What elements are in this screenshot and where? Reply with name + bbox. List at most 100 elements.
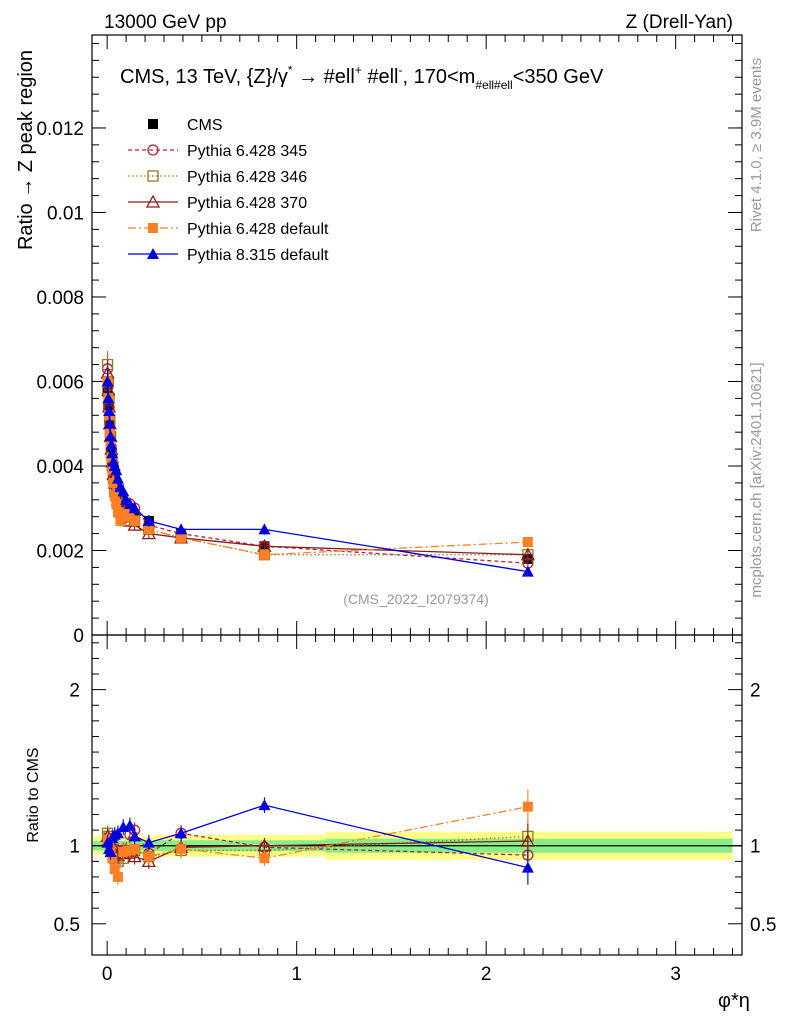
title-part-h: #ell#ell <box>475 78 512 92</box>
xtick-label: 0 <box>102 964 113 985</box>
ratio-ytick-label: 0.5 <box>54 915 80 936</box>
ratio-point-p6def <box>109 864 120 875</box>
collision-energy-label: 13000 GeV pp <box>104 12 227 33</box>
ratio-point-p6def <box>143 851 154 862</box>
point-CMS <box>522 553 533 564</box>
title-part-c: → #ell <box>293 66 355 88</box>
ratio-point-p8def <box>123 819 136 831</box>
xtick-label: 2 <box>481 964 492 985</box>
point-p8def <box>104 430 117 442</box>
process-label: Z (Drell-Yan) <box>626 12 733 33</box>
point-p6def <box>109 490 120 501</box>
ratio-point-p6def <box>118 846 129 857</box>
point-p6def <box>176 532 187 543</box>
ratio-point-p6def <box>522 801 533 812</box>
legend-marker <box>148 119 158 129</box>
ratio-point-p6def <box>112 871 123 882</box>
title-part-i: <350 GeV <box>513 66 604 88</box>
ratio-ytick-label-right: 0.5 <box>750 915 776 936</box>
main-panel: 0 0.002 0.004 0.006 0.008 0.01 0.012 CMS, 13 T… <box>15 34 743 647</box>
point-p8def <box>142 514 155 526</box>
point-p6def <box>143 524 154 535</box>
x-axis-label: φ*η <box>718 990 750 1012</box>
point-p8def <box>105 438 118 450</box>
title-part-d: + <box>355 63 362 77</box>
point-p6def <box>522 537 533 548</box>
legend-item-pythia6-370: Pythia 6.428 370 <box>128 194 307 212</box>
legend-item-pythia6-346: Pythia 6.428 346 <box>128 169 307 186</box>
ratio-point-p6def <box>107 853 118 864</box>
legend-label-pythia8-default: Pythia 8.315 default <box>187 247 329 264</box>
legend-label-cms: CMS <box>187 117 223 134</box>
main-ticks: 0 0.002 0.004 0.006 0.008 0.01 0.012 <box>36 35 742 647</box>
legend-marker <box>148 223 158 233</box>
main-ytick-label: 0.002 <box>36 541 84 562</box>
y-axis-label: Ratio → Z peak region <box>15 50 37 250</box>
xtick-label: 3 <box>670 964 681 985</box>
main-ytick-label: 0 <box>73 626 84 647</box>
ratio-ytick-label: 1 <box>69 837 80 858</box>
legend-label-pythia6-default: Pythia 6.428 default <box>187 221 329 238</box>
ratio-ytick-label-right: 2 <box>750 681 761 702</box>
legend-symbol-pythia8-default <box>128 248 178 259</box>
legend-symbol-pythia6-370 <box>128 194 178 208</box>
ratio-ytick-label: 2 <box>69 681 80 702</box>
analysis-id-label: (CMS_2022_I2079374) <box>343 591 489 607</box>
point-p8def <box>102 392 115 404</box>
legend: CMS Pythia 6.428 345 Pythia 6.428 346 Py… <box>128 117 329 264</box>
point-p8def <box>103 417 116 429</box>
series-line-p6def <box>106 381 528 556</box>
main-series <box>100 351 535 577</box>
legend-marker <box>147 248 159 259</box>
ratio-series <box>100 789 535 885</box>
ratio-point-p8def <box>521 861 534 873</box>
point-p8def <box>175 523 188 535</box>
legend-item-cms: CMS <box>148 117 223 134</box>
rivet-version-label: Rivet 4.1.0, ≥ 3.9M events <box>748 58 765 232</box>
series-line-p370 <box>106 372 528 556</box>
point-p8def <box>258 523 271 535</box>
legend-symbol-pythia6-346 <box>128 170 178 182</box>
legend-item-pythia6-default: Pythia 6.428 default <box>128 221 329 238</box>
ratio-point-p370 <box>520 833 535 847</box>
mcplots-url-label: mcplots.cern.ch [arXiv:2401.10621] <box>748 362 765 597</box>
main-ytick-label: 0.008 <box>36 288 84 309</box>
main-ytick-label: 0.01 <box>47 203 84 224</box>
series-p8def <box>101 368 534 577</box>
ratio-point-p8def <box>175 827 188 839</box>
title-part-a: CMS, 13 TeV, {Z}/γ <box>120 66 288 88</box>
point-p370 <box>520 547 535 561</box>
series-p346 <box>101 351 534 561</box>
ratio-point-p6def <box>259 853 270 864</box>
xtick-label: 1 <box>291 964 302 985</box>
legend-symbol-cms <box>148 119 158 129</box>
title-part-f: - <box>399 63 403 77</box>
main-ytick-label: 0.012 <box>36 119 84 140</box>
plot-title: CMS, 13 TeV, {Z}/γ* → #ell+ #ell-, 170<m… <box>120 63 604 92</box>
legend-item-pythia6-345: Pythia 6.428 345 <box>128 143 307 160</box>
ratio-point-p8def <box>128 830 141 842</box>
series-line-p8def <box>106 381 528 573</box>
legend-item-pythia8-default: Pythia 8.315 default <box>128 247 329 264</box>
legend-label-pythia6-370: Pythia 6.428 370 <box>187 195 307 212</box>
point-p6def <box>111 499 122 510</box>
title-part-g: , 170<m <box>403 66 476 88</box>
series-p6def <box>102 368 533 560</box>
point-p8def <box>128 502 141 514</box>
ratio-ticks: 0.5 0.5 1 1 2 2 0 1 2 3 <box>54 635 776 985</box>
ratio-point-p6def <box>176 843 187 854</box>
legend-marker <box>147 144 159 156</box>
point-p8def <box>521 565 534 577</box>
legend-marker <box>147 170 159 182</box>
ratio-point-p8def <box>104 845 117 857</box>
legend-symbol-pythia6-default <box>128 223 178 233</box>
legend-label-pythia6-346: Pythia 6.428 346 <box>187 169 307 186</box>
legend-label-pythia6-345: Pythia 6.428 345 <box>187 143 307 160</box>
ratio-panel: 0.5 0.5 1 1 2 2 0 1 2 3 Ratio to CMS φ*η <box>25 634 776 1012</box>
x-axis-label-text: φ*η <box>718 990 750 1012</box>
point-p8def <box>101 375 114 387</box>
point-p8def <box>103 405 116 417</box>
ratio-point-p8def <box>142 836 155 848</box>
ratio-point-p6def <box>129 843 140 854</box>
